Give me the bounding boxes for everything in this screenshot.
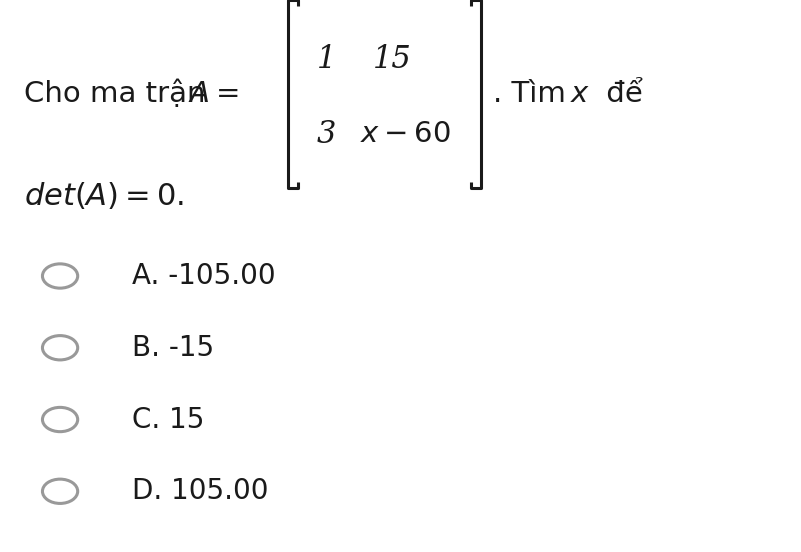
Text: A. -105.00: A. -105.00	[132, 262, 276, 290]
Text: $x - 60$: $x - 60$	[360, 120, 451, 148]
Text: B. -15: B. -15	[132, 334, 215, 362]
Text: 15: 15	[372, 44, 411, 75]
Text: D. 105.00: D. 105.00	[132, 477, 268, 505]
Text: Cho ma trận: Cho ma trận	[24, 79, 215, 108]
Text: để: để	[597, 80, 642, 108]
Text: 3: 3	[316, 119, 336, 150]
Text: $det(A) = 0.$: $det(A) = 0.$	[24, 181, 184, 211]
Text: C. 15: C. 15	[132, 406, 204, 433]
Text: 1: 1	[316, 44, 336, 75]
Text: . Tìm: . Tìm	[493, 80, 575, 108]
Text: $A=$: $A=$	[188, 80, 239, 108]
Text: $x$: $x$	[570, 80, 590, 108]
